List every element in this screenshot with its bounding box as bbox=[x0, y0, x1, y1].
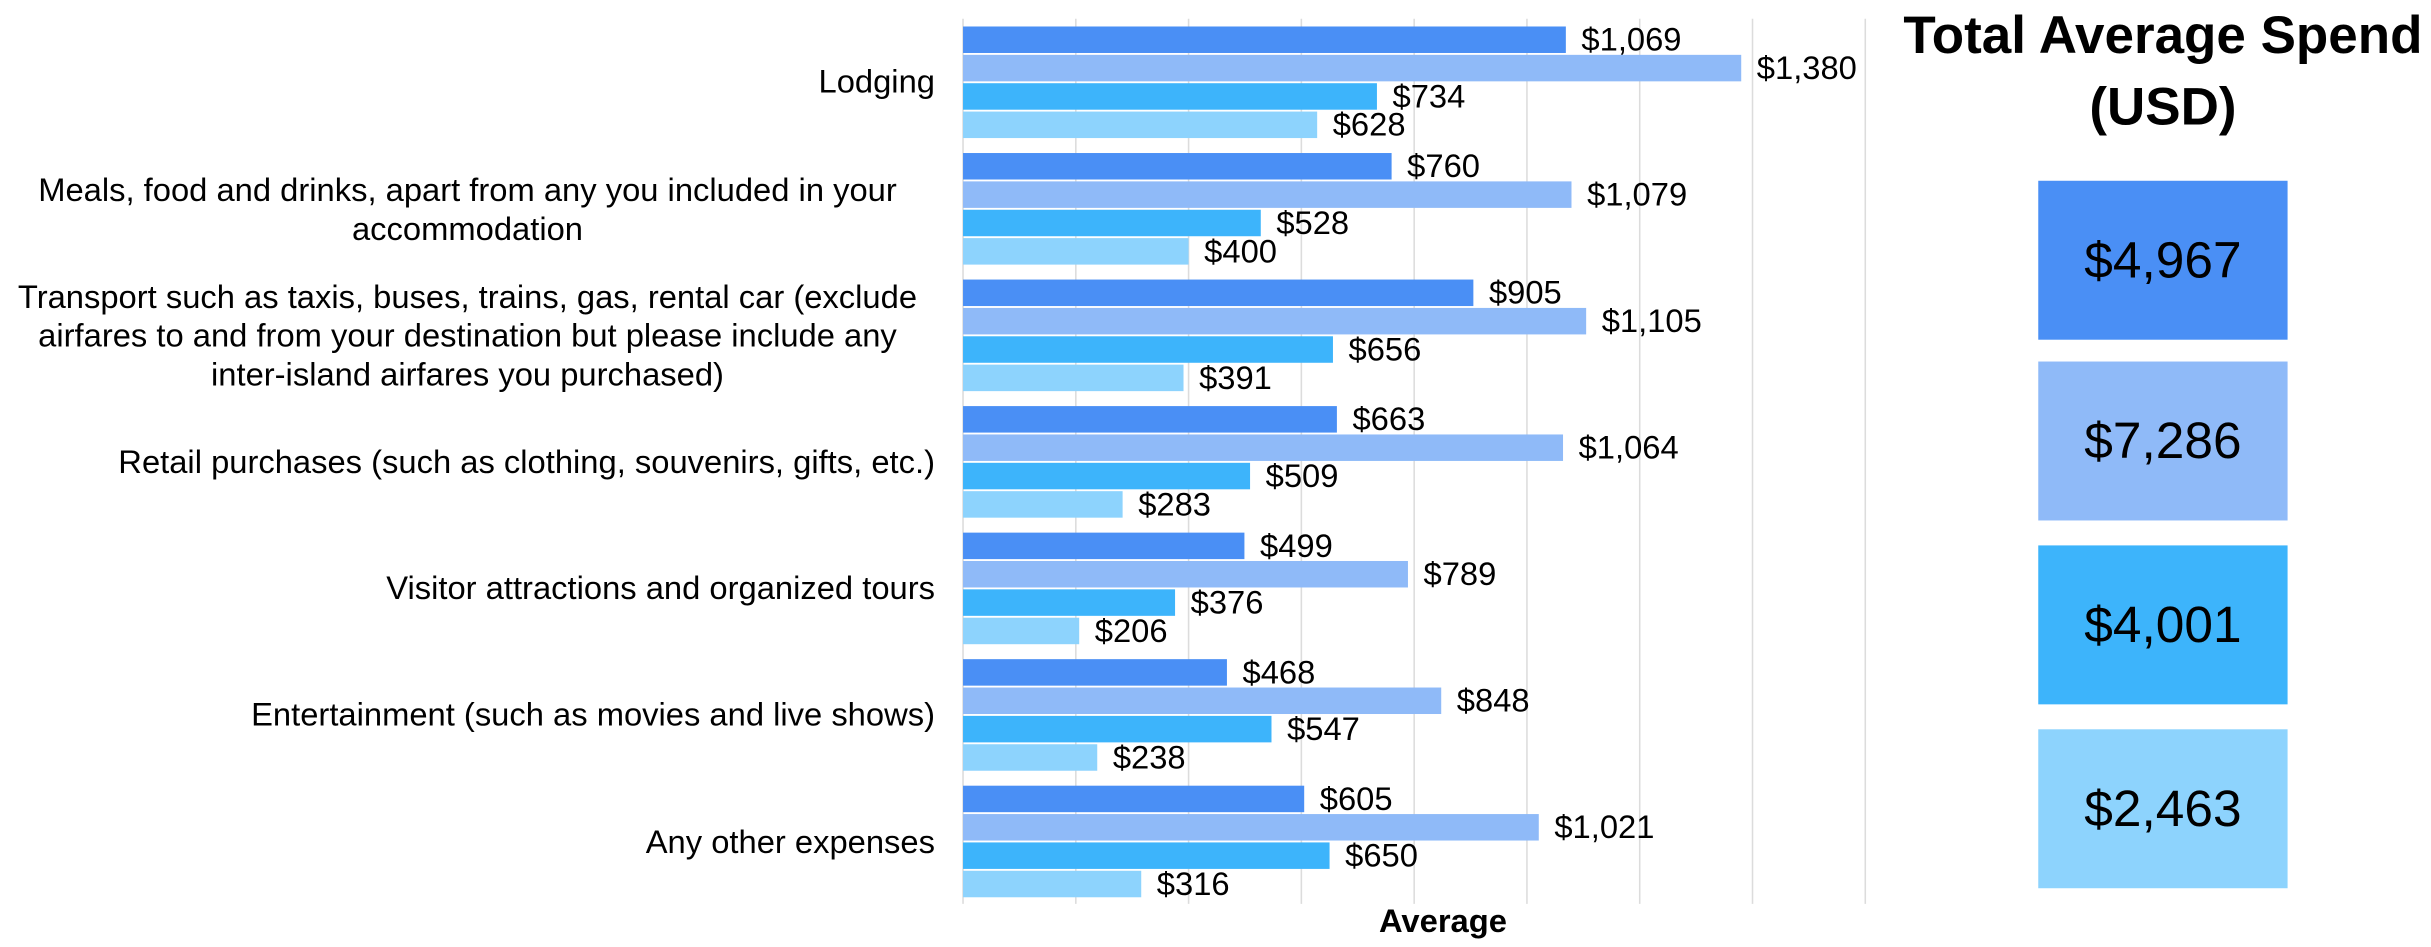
bar bbox=[963, 364, 1184, 392]
bar bbox=[963, 54, 1742, 82]
bar bbox=[963, 687, 1442, 715]
totals-title: Total Average Spend (USD) bbox=[1903, 6, 2423, 138]
bar bbox=[963, 532, 1245, 560]
bar bbox=[963, 814, 1539, 841]
value-label: $316 bbox=[1157, 865, 1230, 902]
category-label: Any other expenses bbox=[645, 824, 935, 861]
category-label: Retail purchases (such as clothing, souv… bbox=[118, 444, 935, 481]
bar bbox=[963, 715, 1272, 743]
bar bbox=[963, 279, 1474, 307]
bar bbox=[963, 589, 1176, 616]
value-label: $238 bbox=[1113, 738, 1186, 775]
bar bbox=[963, 26, 1566, 53]
bar bbox=[963, 617, 1080, 645]
value-label: $1,380 bbox=[1757, 49, 1857, 86]
bar bbox=[963, 209, 1261, 237]
category-label: Visitor attractions and organized tours bbox=[386, 571, 935, 608]
total-label: $7,286 bbox=[2084, 411, 2242, 470]
value-label: $283 bbox=[1138, 485, 1211, 522]
total-label: $4,967 bbox=[2084, 230, 2242, 289]
value-label: $1,105 bbox=[1602, 302, 1702, 339]
bar bbox=[963, 153, 1392, 180]
value-label: $905 bbox=[1489, 274, 1562, 311]
value-label: $1,079 bbox=[1587, 176, 1687, 213]
bar bbox=[963, 785, 1305, 813]
bar bbox=[963, 491, 1123, 518]
value-label: $206 bbox=[1095, 612, 1168, 649]
value-label: $400 bbox=[1204, 232, 1277, 269]
category-label: Transport such as taxis, buses, trains, … bbox=[17, 279, 918, 394]
value-label: $1,069 bbox=[1581, 21, 1681, 58]
value-label: $1,064 bbox=[1579, 429, 1679, 466]
value-label: $376 bbox=[1191, 584, 1264, 621]
value-label: $760 bbox=[1407, 147, 1480, 184]
bar bbox=[963, 870, 1142, 898]
bar bbox=[963, 434, 1564, 461]
bar bbox=[963, 336, 1333, 363]
value-label: $528 bbox=[1276, 204, 1349, 241]
value-label: $547 bbox=[1287, 710, 1360, 747]
bar bbox=[963, 406, 1337, 433]
category-label: Lodging bbox=[818, 65, 935, 102]
value-label: $468 bbox=[1243, 653, 1316, 690]
bar bbox=[963, 307, 1587, 335]
category-label: Entertainment (such as movies and live s… bbox=[251, 697, 935, 734]
bar bbox=[963, 659, 1227, 686]
bar bbox=[963, 111, 1318, 139]
value-label: $650 bbox=[1345, 837, 1418, 874]
total-box: $2,463 bbox=[2038, 729, 2288, 889]
value-label: $1,021 bbox=[1554, 808, 1654, 845]
value-label: $848 bbox=[1457, 682, 1530, 719]
value-label: $509 bbox=[1266, 457, 1339, 494]
value-label: $499 bbox=[1260, 527, 1333, 564]
value-label: $656 bbox=[1349, 330, 1422, 367]
value-label: $628 bbox=[1333, 106, 1406, 143]
value-label: $663 bbox=[1352, 400, 1425, 437]
value-label: $734 bbox=[1393, 77, 1466, 114]
category-label: Meals, food and drinks, apart from any y… bbox=[38, 172, 897, 248]
total-box: $4,967 bbox=[2038, 180, 2288, 340]
value-label: $391 bbox=[1199, 359, 1272, 396]
bar bbox=[963, 462, 1251, 490]
total-box: $7,286 bbox=[2038, 361, 2288, 521]
value-label: $789 bbox=[1424, 555, 1497, 592]
total-label: $2,463 bbox=[2084, 779, 2242, 837]
x-axis-label: Average bbox=[1379, 902, 1507, 939]
bar bbox=[963, 842, 1330, 869]
bar bbox=[963, 83, 1377, 110]
bar bbox=[963, 181, 1572, 208]
bar bbox=[963, 238, 1189, 265]
total-box: $4,001 bbox=[2038, 545, 2288, 705]
bar bbox=[963, 744, 1098, 771]
total-label: $4,001 bbox=[2084, 595, 2242, 653]
value-label: $605 bbox=[1320, 780, 1393, 817]
bar bbox=[963, 560, 1408, 588]
